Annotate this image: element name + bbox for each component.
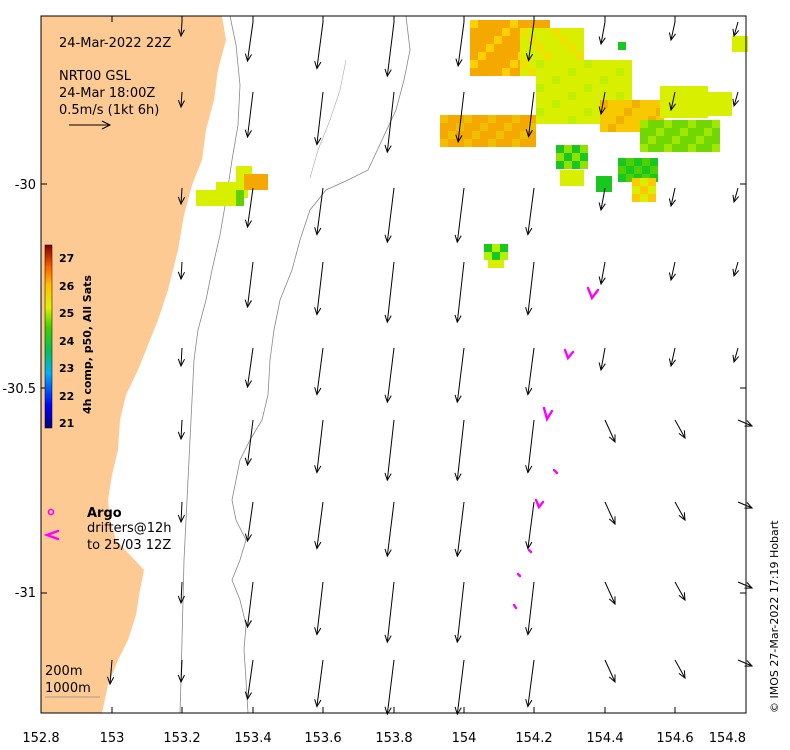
drifter-tracks [512, 286, 600, 610]
axis-ticks [40, 16, 747, 713]
x-tick-label: 153.4 [234, 731, 271, 746]
drifter-track [516, 572, 522, 578]
colorbar-tick-label: 27 [59, 252, 74, 265]
y-axis-labels: -30 -30.5 -31 [2, 178, 36, 601]
x-tick-label: 154 [452, 731, 477, 746]
colorbar-tick-label: 23 [59, 362, 74, 375]
colorbar-tick-label: 25 [59, 307, 74, 320]
drifters-legend-line1: drifters@12h [87, 521, 172, 536]
drifter-track [542, 406, 554, 422]
scale-label: 0.5m/s (1kt 6h) [59, 103, 159, 118]
x-tick-label: 153.6 [304, 731, 341, 746]
contour-legend-1000m: 1000m [45, 681, 91, 696]
x-axis-labels: 152.8 153 153.2 153.4 153.6 153.8 154 15… [22, 731, 746, 746]
contour-200m [179, 15, 241, 714]
y-tick-label: -30 [15, 178, 36, 193]
drifter-track [512, 603, 518, 610]
colorbar [44, 244, 53, 429]
x-tick-label: 154.8 [709, 731, 746, 746]
drifter-legend-marker [43, 529, 60, 541]
drifter-track [552, 468, 559, 475]
drifter-track [534, 498, 545, 510]
current-arrows [106, 21, 754, 716]
contour-1000m-inner [309, 59, 347, 179]
imos-credit: © IMOS 27-Mar-2022 17:19 Hobart [768, 520, 781, 713]
x-tick-label: 153 [100, 731, 125, 746]
x-tick-label: 152.8 [22, 731, 59, 746]
x-tick-label: 153.2 [163, 731, 200, 746]
x-tick-label: 154.6 [656, 731, 693, 746]
drifter-track [586, 286, 600, 301]
y-tick-label: -30.5 [2, 382, 36, 397]
product-label: NRT00 GSL [59, 69, 132, 84]
colorbar-ticks: 27 26 25 24 23 22 21 [59, 252, 75, 430]
drifter-track [563, 348, 575, 361]
colorbar-tick-label: 22 [59, 390, 74, 403]
colorbar-tick-label: 21 [59, 417, 74, 430]
colorbar-tick-label: 24 [59, 335, 75, 348]
x-tick-label: 154.2 [515, 731, 552, 746]
colorbar-tick-label: 26 [59, 280, 75, 293]
x-tick-label: 154.4 [586, 731, 623, 746]
sst-patches [196, 20, 748, 268]
map-date-title: 24-Mar-2022 22Z [59, 36, 171, 51]
drifter-track [527, 548, 533, 554]
colorbar-title: 4h comp, p50, All Sats [81, 275, 94, 414]
y-tick-label: -31 [15, 586, 36, 601]
argo-legend-marker [47, 508, 55, 516]
contour-legend-200m: 200m [45, 664, 82, 679]
contour-1000m [231, 15, 411, 714]
scale-arrow [69, 120, 112, 130]
current-time-label: 24-Mar 18:00Z [59, 86, 155, 101]
argo-legend-label: Argo [87, 506, 122, 521]
drifters-legend-line2: to 25/03 12Z [87, 538, 171, 553]
land-mass [41, 16, 226, 713]
x-tick-label: 153.8 [375, 731, 412, 746]
